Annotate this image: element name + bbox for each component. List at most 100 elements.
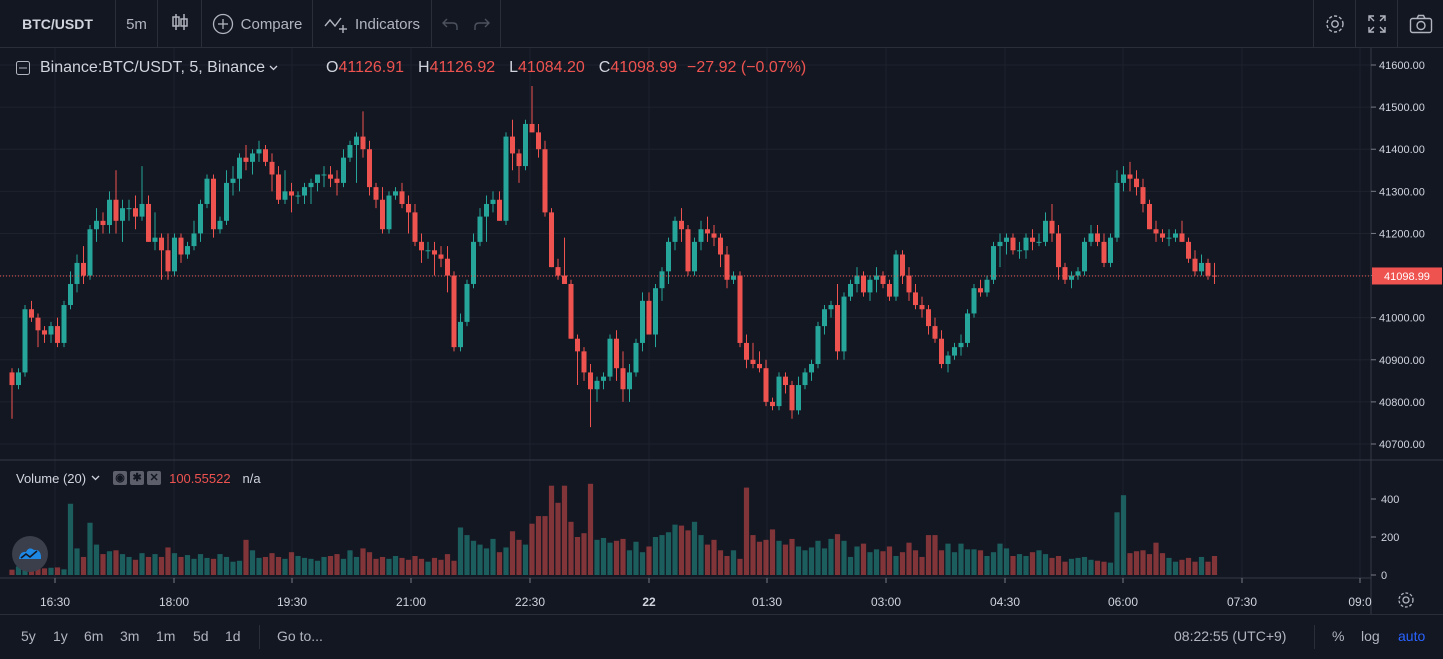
volume-bar <box>717 550 724 575</box>
volume-bar <box>340 558 347 575</box>
candle-body <box>711 233 717 238</box>
volume-bar <box>1003 548 1010 575</box>
range-1y[interactable]: 1y <box>53 628 68 644</box>
candle-body <box>1114 182 1120 238</box>
candle-body <box>958 342 964 348</box>
chevron-down-icon[interactable] <box>91 475 100 481</box>
volume-bar <box>516 539 522 575</box>
axis-settings-icon[interactable] <box>1398 592 1414 608</box>
volume-bar <box>1146 554 1153 575</box>
price-tick-label: 41000.00 <box>1379 313 1425 325</box>
compare-button[interactable]: Compare <box>202 0 313 48</box>
volume-bar <box>854 546 860 575</box>
candle-body <box>367 149 372 188</box>
range-1m[interactable]: 1m <box>156 628 176 644</box>
volume-label[interactable]: Volume (20) <box>16 470 87 486</box>
price-chart[interactable]: 41600.00 41500.00 41400.00 41300.00 41200.00… <box>0 48 1443 614</box>
candle-body <box>984 279 990 293</box>
volume-tick-label: 200 <box>1381 532 1399 544</box>
volume-bar <box>535 516 542 575</box>
fullscreen-button[interactable] <box>1355 0 1397 48</box>
volume-bar <box>594 539 600 575</box>
range-1d[interactable]: 1d <box>225 628 241 644</box>
range-5y[interactable]: 5y <box>21 628 36 644</box>
volume-bar <box>750 535 756 575</box>
candle-body <box>692 241 697 272</box>
volume-bar <box>756 541 763 575</box>
candle-body <box>841 296 847 352</box>
volume-bar <box>964 549 971 575</box>
candle-body <box>458 321 463 348</box>
volume-bar <box>1088 559 1094 575</box>
settings-button[interactable] <box>1313 0 1355 48</box>
volume-bar <box>1133 551 1140 575</box>
clock: 08:22:55 (UTC+9) <box>1174 628 1287 644</box>
close-icon[interactable]: ✕ <box>147 471 162 485</box>
volume-bar <box>457 527 464 575</box>
candle-body <box>373 187 379 200</box>
volume-bar <box>1192 561 1198 575</box>
volume-bar <box>275 556 282 575</box>
volume-bar <box>860 543 867 575</box>
candle-body <box>1088 233 1094 242</box>
legend-symbol[interactable]: Binance:BTC/USDT, 5, Binance <box>40 59 265 76</box>
candle-body <box>74 262 80 284</box>
candle-body <box>861 275 866 293</box>
percent-toggle[interactable]: % <box>1332 628 1345 644</box>
log-toggle[interactable]: log <box>1361 628 1380 644</box>
candle-body <box>269 161 275 175</box>
candle-body <box>529 123 535 133</box>
chart-type-button[interactable] <box>158 0 202 48</box>
candle-body <box>776 376 782 407</box>
candle-body <box>211 178 216 230</box>
volume-bar <box>704 544 711 575</box>
settings-icon[interactable]: ✱ <box>130 471 145 485</box>
symbol-search-button[interactable]: BTC/USDT <box>0 0 116 48</box>
volume-bar <box>347 550 353 575</box>
volume-bar <box>74 548 80 575</box>
candle-body <box>880 275 886 284</box>
camera-icon <box>1409 14 1433 34</box>
volume-bar <box>236 560 243 575</box>
volume-bar <box>477 544 483 575</box>
volume-bar <box>152 554 158 575</box>
interval-button[interactable]: 5m <box>116 0 158 48</box>
range-6m[interactable]: 6m <box>84 628 104 644</box>
tradingview-logo-icon[interactable] <box>12 536 48 572</box>
volume-bar <box>1205 561 1211 575</box>
volume-bar <box>1179 559 1185 575</box>
snapshot-button[interactable] <box>1397 0 1443 48</box>
chevron-down-icon[interactable] <box>269 65 278 71</box>
candle-body <box>48 326 54 335</box>
indicators-button[interactable]: Indicators <box>313 0 432 48</box>
candle-body <box>763 368 769 402</box>
candle-body <box>640 300 645 343</box>
candle-body <box>308 182 314 188</box>
collapse-icon[interactable] <box>16 61 30 75</box>
range-3m[interactable]: 3m <box>120 628 140 644</box>
candles-icon <box>170 12 190 36</box>
auto-toggle[interactable]: auto <box>1398 628 1426 644</box>
volume-bar <box>912 550 919 575</box>
undo-icon[interactable] <box>442 17 458 31</box>
candle-body <box>1075 271 1081 276</box>
price-tick-label: 40900.00 <box>1379 355 1425 367</box>
volume-bar <box>652 537 659 575</box>
candle-body <box>906 275 912 293</box>
volume-bar <box>880 551 886 575</box>
candle-body <box>614 338 619 369</box>
redo-icon[interactable] <box>474 17 490 31</box>
range-5d[interactable]: 5d <box>193 628 209 644</box>
goto-button[interactable]: Go to... <box>277 628 323 644</box>
candle-body <box>542 149 548 213</box>
candle-body <box>1108 237 1113 263</box>
eye-icon[interactable]: ◉ <box>113 471 128 485</box>
candle-body <box>386 195 392 230</box>
volume-bar <box>581 533 587 575</box>
candle-body <box>510 136 515 154</box>
candle-body <box>224 182 229 221</box>
candle-body <box>1186 241 1191 259</box>
svg-text:41098.99: 41098.99 <box>1384 271 1430 283</box>
volume-bar <box>548 485 555 575</box>
candles-series <box>9 86 1217 428</box>
